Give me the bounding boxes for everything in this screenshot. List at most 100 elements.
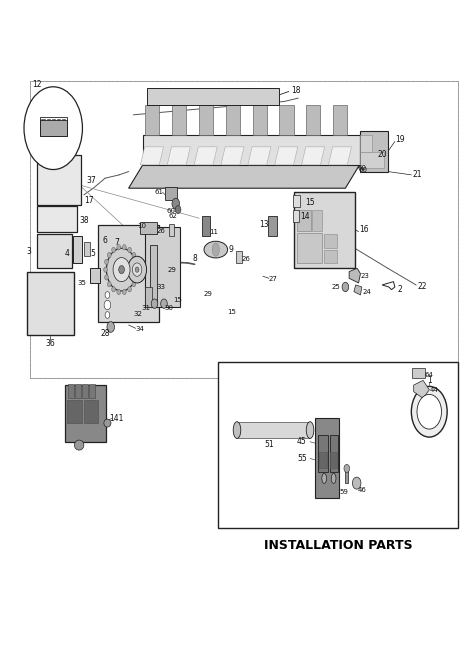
Text: 60: 60 [166, 208, 175, 214]
Text: 37: 37 [86, 176, 96, 185]
Circle shape [128, 287, 131, 292]
Text: 3: 3 [26, 247, 31, 256]
Polygon shape [306, 105, 320, 135]
Circle shape [135, 259, 138, 265]
Text: 32: 32 [133, 311, 142, 317]
Circle shape [118, 265, 124, 273]
Bar [84, 242, 90, 256]
Bar [90, 268, 100, 283]
Text: 44: 44 [429, 387, 438, 393]
Polygon shape [253, 105, 267, 135]
Bar [40, 120, 67, 136]
Bar [324, 234, 337, 249]
Text: 26: 26 [156, 228, 165, 234]
Circle shape [122, 289, 126, 295]
Bar [297, 210, 310, 231]
Bar [315, 418, 339, 498]
Circle shape [117, 289, 121, 295]
Ellipse shape [74, 440, 84, 450]
Bar [67, 400, 82, 423]
Ellipse shape [104, 419, 111, 427]
Polygon shape [199, 105, 213, 135]
Circle shape [344, 464, 350, 472]
Text: 59: 59 [339, 489, 348, 495]
Text: 61: 61 [155, 189, 164, 195]
Circle shape [112, 247, 116, 253]
Circle shape [107, 322, 115, 332]
Bar [165, 187, 177, 200]
Bar [330, 435, 338, 472]
Text: 60: 60 [358, 165, 367, 172]
Circle shape [353, 477, 361, 489]
Circle shape [24, 87, 82, 170]
Text: 7: 7 [114, 239, 119, 247]
Bar [145, 287, 152, 307]
Bar [150, 245, 157, 305]
Circle shape [172, 198, 180, 209]
Text: 46: 46 [358, 487, 367, 493]
Circle shape [128, 247, 131, 253]
Bar [201, 216, 210, 237]
Text: 34: 34 [135, 326, 144, 332]
Bar [318, 435, 328, 472]
Text: 5: 5 [90, 249, 95, 258]
Bar [237, 421, 310, 438]
Bar [412, 369, 426, 379]
Text: 4: 4 [64, 249, 69, 258]
Text: 55: 55 [297, 454, 307, 463]
Text: 13: 13 [260, 220, 269, 229]
Circle shape [108, 253, 111, 258]
Text: 8: 8 [192, 255, 197, 263]
Circle shape [128, 256, 146, 283]
Text: 141: 141 [109, 414, 124, 423]
Polygon shape [349, 268, 360, 283]
Polygon shape [279, 105, 293, 135]
Text: 36: 36 [45, 338, 55, 348]
Polygon shape [194, 147, 217, 165]
Circle shape [135, 267, 139, 272]
Circle shape [132, 253, 136, 258]
Ellipse shape [233, 421, 241, 438]
Circle shape [113, 257, 130, 281]
Bar [52, 119, 55, 131]
Ellipse shape [212, 243, 219, 256]
Circle shape [132, 263, 142, 276]
Circle shape [105, 312, 110, 318]
Text: 11: 11 [210, 229, 219, 235]
Circle shape [132, 281, 136, 287]
Text: 29: 29 [203, 291, 212, 297]
Bar [268, 216, 277, 237]
Text: 51: 51 [264, 440, 274, 449]
Text: 6: 6 [102, 236, 108, 245]
Bar [36, 155, 82, 205]
Text: 20: 20 [377, 149, 387, 159]
Text: 15: 15 [305, 198, 315, 208]
Ellipse shape [322, 474, 327, 484]
Bar [360, 135, 372, 151]
Bar [293, 192, 355, 268]
Text: 30: 30 [164, 306, 173, 312]
Text: 38: 38 [79, 216, 89, 224]
Circle shape [175, 206, 181, 214]
Text: 18: 18 [291, 86, 301, 95]
Bar [46, 119, 50, 131]
Bar [75, 384, 81, 399]
Bar [292, 195, 300, 207]
Bar [73, 237, 82, 263]
Polygon shape [172, 105, 186, 135]
Bar [65, 385, 107, 442]
Text: 26: 26 [242, 256, 251, 262]
Polygon shape [167, 147, 191, 165]
Bar [30, 82, 458, 379]
Bar [218, 362, 458, 529]
Polygon shape [301, 147, 325, 165]
Circle shape [135, 275, 138, 280]
Circle shape [342, 282, 349, 291]
Bar [330, 452, 337, 468]
Ellipse shape [204, 241, 228, 258]
Circle shape [104, 300, 111, 310]
Text: 17: 17 [84, 196, 93, 205]
Bar [169, 224, 174, 237]
Text: 29: 29 [167, 267, 176, 273]
Text: 14: 14 [301, 212, 310, 220]
